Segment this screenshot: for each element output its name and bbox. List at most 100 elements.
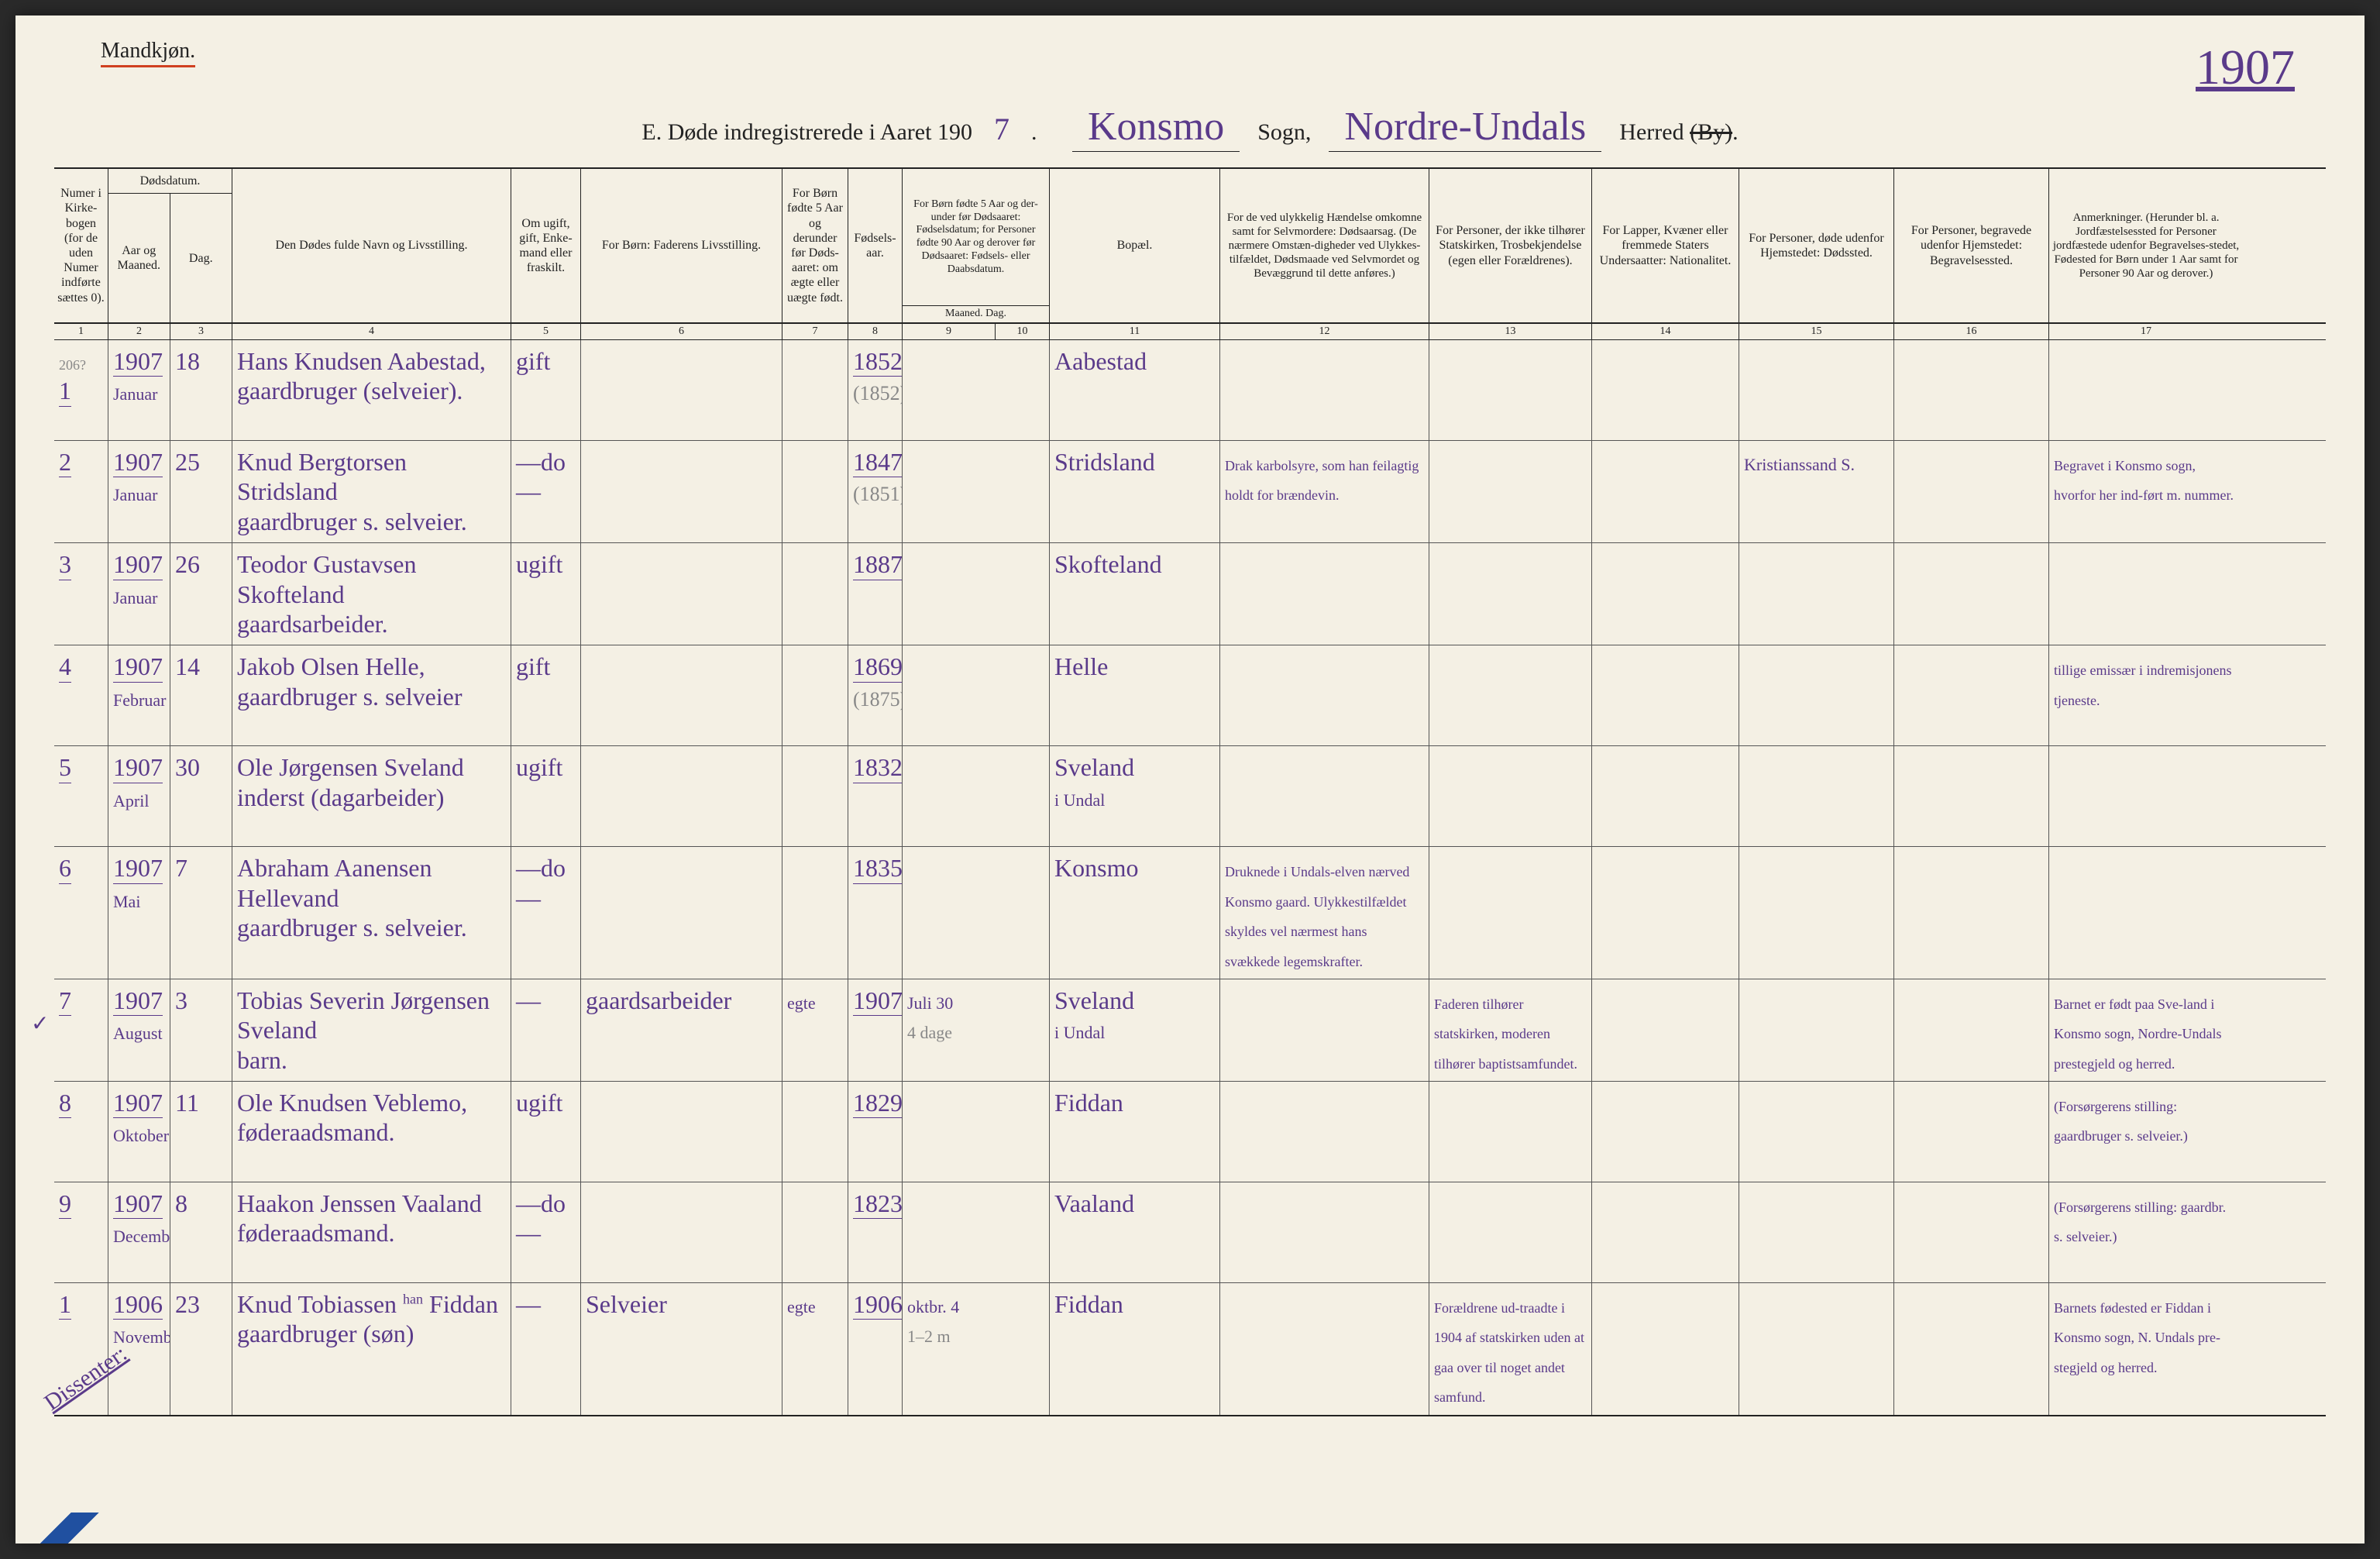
cell-day: 7 xyxy=(170,847,232,979)
cell-notes: (Forsørgerens stilling: gaardbr. s. selv… xyxy=(2049,1182,2243,1282)
hdr-father: For Børn: Faderens Livsstilling. xyxy=(581,169,782,322)
cell-day: 11 xyxy=(170,1082,232,1182)
cell-legit xyxy=(782,441,848,542)
cell-year-month: 1907Oktober xyxy=(108,1082,170,1182)
cell-num: 5 xyxy=(54,746,108,846)
cell-name: Jakob Olsen Helle,gaardbruger s. selveie… xyxy=(232,645,511,745)
sogn-word: Sogn, xyxy=(1257,119,1311,145)
cn-3: 3 xyxy=(170,324,232,339)
cell-faith xyxy=(1429,340,1592,440)
cell-civil: —do— xyxy=(511,847,581,979)
cell-father xyxy=(581,1182,782,1282)
cell-deathplace xyxy=(1739,847,1894,979)
hdr-deathplace: For Personer, døde udenfor Hjemstedet: D… xyxy=(1739,169,1894,322)
by-struck: (By) xyxy=(1690,119,1732,145)
cell-burial xyxy=(1894,645,2049,745)
cell-burial xyxy=(1894,979,2049,1081)
cell-father: Selveier xyxy=(581,1283,782,1415)
cell-father xyxy=(581,1082,782,1182)
cell-num: 3 xyxy=(54,543,108,645)
year-heading: 1907 xyxy=(2196,39,2295,96)
cell-legit xyxy=(782,1182,848,1282)
cell-father xyxy=(581,645,782,745)
cell-nat xyxy=(1592,847,1739,979)
cell-deathplace xyxy=(1739,645,1894,745)
cell-father xyxy=(581,847,782,979)
cell-faith xyxy=(1429,847,1592,979)
district-name: Nordre-Undals xyxy=(1329,104,1601,152)
cell-name: Haakon Jenssen Vaalandføderaadsmand. xyxy=(232,1182,511,1282)
cell-burial xyxy=(1894,340,2049,440)
cell-place: Aabestad xyxy=(1050,340,1220,440)
cell-legit xyxy=(782,746,848,846)
cell-father xyxy=(581,340,782,440)
cell-civil: gift xyxy=(511,645,581,745)
cell-notes: Begravet i Konsmo sogn, hvorfor her ind-… xyxy=(2049,441,2243,542)
cell-notes: (Forsørgerens stilling: gaardbruger s. s… xyxy=(2049,1082,2243,1182)
hdr-notes: Anmerkninger. (Herunder bl. a. Jordfæste… xyxy=(2049,169,2243,322)
cell-year-month: 1907Februar xyxy=(108,645,170,745)
cell-name: Ole Knudsen Veblemo,føderaadsmand. xyxy=(232,1082,511,1182)
cell-cause xyxy=(1220,645,1429,745)
cell-civil: — xyxy=(511,1283,581,1415)
gender-label: Mandkjøn. xyxy=(101,39,195,67)
cell-notes: Barnet er født paa Sve-land i Konsmo sog… xyxy=(2049,979,2243,1081)
cell-burial xyxy=(1894,441,2049,542)
cell-num: 8 xyxy=(54,1082,108,1182)
table-row: 41907Februar14Jakob Olsen Helle,gaardbru… xyxy=(54,645,2326,746)
cell-legit: egte xyxy=(782,1283,848,1415)
cell-bdate xyxy=(903,746,1050,846)
cell-faith xyxy=(1429,746,1592,846)
cell-nat xyxy=(1592,746,1739,846)
cell-birthyear: 1906 xyxy=(848,1283,903,1415)
cn-13: 13 xyxy=(1429,324,1592,339)
cell-bdate xyxy=(903,1182,1050,1282)
cell-faith: Faderen tilhører statskirken, moderen ti… xyxy=(1429,979,1592,1081)
cell-nat xyxy=(1592,645,1739,745)
table-row: ✓71907August3Tobias Severin Jørgensen Sv… xyxy=(54,979,2326,1082)
cell-deathplace xyxy=(1739,340,1894,440)
hdr-bdate-text: For Børn fødte 5 Aar og der-under før Dø… xyxy=(903,169,1049,305)
hdr-birthyear: Fødsels-aar. xyxy=(848,169,903,322)
cell-num: 9 xyxy=(54,1182,108,1282)
cell-place: Fiddan xyxy=(1050,1283,1220,1415)
title-prefix: E. Døde indregistrerede i Aaret 190 xyxy=(641,119,972,145)
hdr-place: Bopæl. xyxy=(1050,169,1220,322)
cn-15: 15 xyxy=(1739,324,1894,339)
cell-father xyxy=(581,543,782,645)
cell-civil: gift xyxy=(511,340,581,440)
table-row: 31907Januar26Teodor Gustavsen Skofteland… xyxy=(54,543,2326,645)
cell-place: Skofteland xyxy=(1050,543,1220,645)
cell-birthyear: 1847(1851) xyxy=(848,441,903,542)
cell-cause: Drak karbolsyre, som han feilagtig holdt… xyxy=(1220,441,1429,542)
hdr-burial: For Personer, begravede udenfor Hjemsted… xyxy=(1894,169,2049,322)
cell-notes xyxy=(2049,746,2243,846)
cell-year-month: 1907December xyxy=(108,1182,170,1282)
cell-civil: —do— xyxy=(511,441,581,542)
table-row: Dissenter:11906November23Knud Tobiassen … xyxy=(54,1283,2326,1415)
cell-legit: egte xyxy=(782,979,848,1081)
cell-bdate xyxy=(903,645,1050,745)
cell-year-month: 1907Januar xyxy=(108,441,170,542)
cell-legit xyxy=(782,1082,848,1182)
cell-notes: Barnets fødested er Fiddan i Konsmo sogn… xyxy=(2049,1283,2243,1415)
rows-container: 206?11907Januar18Hans Knudsen Aabestad,g… xyxy=(54,340,2326,1415)
table-row: 91907December8Haakon Jenssen Vaalandføde… xyxy=(54,1182,2326,1283)
hdr-cause: For de ved ulykkelig Hændelse omkomne sa… xyxy=(1220,169,1429,322)
hdr-nat: For Lapper, Kvæner eller fremmede Stater… xyxy=(1592,169,1739,322)
cell-legit xyxy=(782,543,848,645)
title-year-suffix: 7 xyxy=(978,111,1025,149)
cell-burial xyxy=(1894,847,2049,979)
cell-birthyear: 1832 xyxy=(848,746,903,846)
cell-burial xyxy=(1894,1182,2049,1282)
cell-place: Svelandi Undal xyxy=(1050,979,1220,1081)
cn-2: 2 xyxy=(108,324,170,339)
cell-day: 18 xyxy=(170,340,232,440)
table-row: 61907Mai7Abraham Aanensen Hellevandgaard… xyxy=(54,847,2326,979)
cell-bdate xyxy=(903,340,1050,440)
cell-cause: Druknede i Undals-elven nærved Konsmo ga… xyxy=(1220,847,1429,979)
cn-11: 11 xyxy=(1050,324,1220,339)
cell-father xyxy=(581,441,782,542)
cell-deathplace xyxy=(1739,746,1894,846)
cell-burial xyxy=(1894,543,2049,645)
